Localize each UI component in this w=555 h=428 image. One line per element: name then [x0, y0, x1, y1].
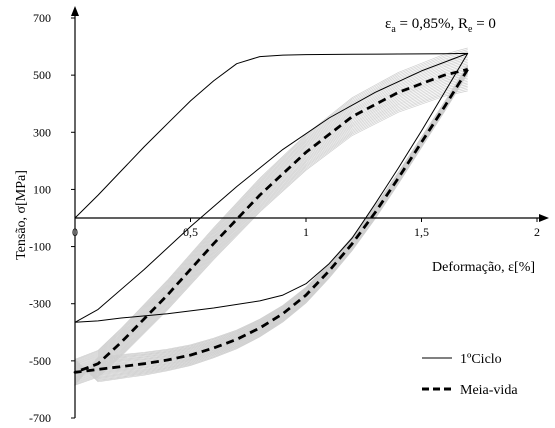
y-tick-label: 300: [33, 125, 51, 139]
legend-label-second: Meia-vida: [460, 383, 518, 398]
series-layer: [73, 52, 469, 374]
x-tick-label: 1: [303, 225, 309, 239]
x-axis-title: Deformação, ε[%]: [432, 260, 535, 275]
intermediate-cycles: [73, 47, 468, 386]
y-tick-label: 700: [33, 11, 51, 25]
y-tick-label: -100: [29, 240, 51, 254]
series-meia-vida-line: [73, 68, 469, 374]
axes: [71, 6, 549, 418]
series-primeiro-ciclo-line: [74, 52, 469, 323]
y-tick-label: 100: [33, 182, 51, 196]
x-tick-label: 0: [72, 225, 78, 239]
intermediate-cycle-line: [74, 47, 468, 383]
legend: 1ºCiclo Meia-vida: [422, 352, 518, 398]
chart-annotation: εa = 0,85%, Re = 0: [385, 16, 496, 35]
x-tick-label: 0,5: [183, 225, 198, 239]
x-tick-label: 2: [534, 225, 540, 239]
y-axis-arrow: [71, 6, 79, 16]
y-tick-label: -500: [29, 354, 51, 368]
y-tick-label: -300: [29, 297, 51, 311]
y-axis-title: Tensão, σ[MPa]: [14, 170, 29, 260]
y-tick-label: -700: [29, 411, 51, 425]
intermediate-cycle-line: [74, 65, 468, 384]
ticks: 0 0,5 1 1,5 2 700 500 300 100 -100 -300 -500 -700: [29, 11, 540, 425]
legend-label-first: 1ºCiclo: [460, 352, 502, 367]
x-axis-arrow: [539, 214, 549, 222]
x-tick-label: 1,5: [414, 225, 429, 239]
y-tick-label: 500: [33, 68, 51, 82]
